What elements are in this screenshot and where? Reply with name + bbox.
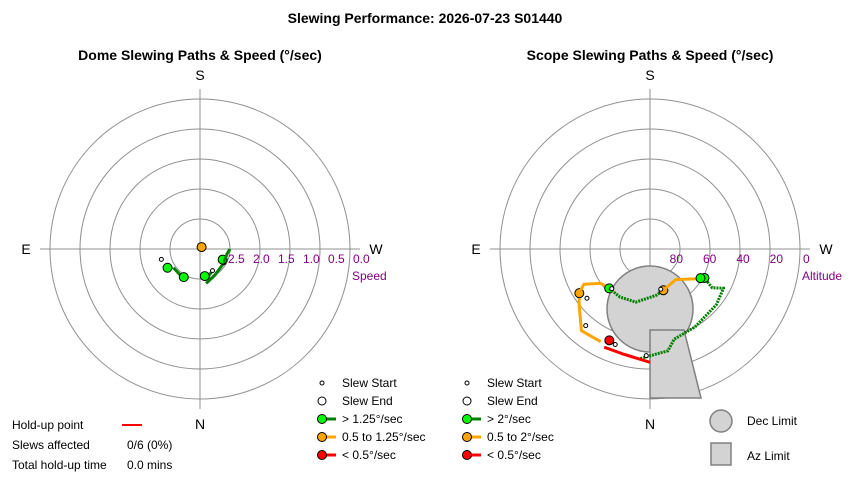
scope-limit-regions <box>606 265 702 399</box>
legend-label-slow: < 0.5°/sec <box>487 448 541 462</box>
total-holdup-value: 0.0 mins <box>127 458 173 472</box>
slew-start-marker <box>658 286 664 292</box>
slew-end-marker <box>199 271 210 282</box>
radial-tick-label: 80 <box>670 252 684 266</box>
az-limit-region <box>649 329 702 399</box>
total-holdup-label: Total hold-up time <box>12 458 107 472</box>
dome-chart-title: Dome Slewing Paths & Speed (°/sec) <box>78 47 322 63</box>
radial-tick-label: 1.0 <box>303 252 320 266</box>
radial-tick-label: 0 <box>803 252 810 266</box>
legend-label-fast: > 1.25°/sec <box>342 412 403 426</box>
main-title: Slewing Performance: 2026-07-23 S01440 <box>287 10 563 26</box>
radial-tick-label: 2.0 <box>253 252 270 266</box>
radial-tick-label: 1.5 <box>278 252 295 266</box>
slew-start-marker <box>584 295 590 301</box>
slew-start-marker <box>583 323 589 329</box>
legend-label-slew-start: Slew Start <box>342 376 397 390</box>
slew-start-marker <box>158 256 164 262</box>
slew-end-marker <box>196 242 207 253</box>
legend-label-medium: 0.5 to 2°/sec <box>487 430 554 444</box>
legend-start-marker <box>319 380 325 386</box>
dome-compass-top: S <box>195 67 204 83</box>
slews-affected-label: Slews affected <box>12 438 90 452</box>
slew-end-marker <box>178 272 189 283</box>
scope-chart: Scope Slewing Paths & Speed (°/sec) S E … <box>471 47 842 432</box>
scope-slew-paths <box>574 272 726 364</box>
slew-path <box>222 248 232 264</box>
legend-end-marker <box>462 396 472 406</box>
legend-fast-marker <box>317 414 327 424</box>
legend-slow-marker <box>462 450 472 460</box>
slew-start-marker <box>210 268 215 274</box>
scope-legend: Slew Start Slew End > 2°/sec 0.5 to 2°/s… <box>462 376 554 462</box>
slew-path <box>640 277 726 361</box>
dome-compass-left: E <box>21 241 30 257</box>
legend-medium-marker <box>462 432 472 442</box>
radial-tick-label: 0.5 <box>328 252 345 266</box>
legend-slow-marker <box>317 450 327 460</box>
dec-limit-legend-label: Dec Limit <box>747 414 798 428</box>
legend-end-marker <box>317 396 327 406</box>
slew-path <box>603 345 651 364</box>
radial-tick-label: 20 <box>770 252 784 266</box>
scope-compass-bottom: N <box>645 416 655 432</box>
holdup-label: Hold-up point <box>12 418 84 432</box>
slew-start-marker <box>612 342 618 348</box>
limit-legend: Dec Limit Az Limit <box>709 409 798 466</box>
legend-label-slew-start: Slew Start <box>487 376 542 390</box>
legend-label-slew-end: Slew End <box>487 394 538 408</box>
legend-start-marker <box>464 380 470 386</box>
az-limit-legend-swatch <box>710 442 732 466</box>
scope-radial-ticks: 80 60 40 20 0 <box>670 252 810 266</box>
dome-slew-paths <box>158 242 232 285</box>
slew-end-marker <box>695 273 706 284</box>
dome-compass-bottom: N <box>195 416 205 432</box>
dome-radial-axis-label: Speed <box>352 269 387 283</box>
slew-start-marker <box>609 286 615 292</box>
slew-start-marker <box>643 353 649 359</box>
radial-tick-label: 2.5 <box>228 252 245 266</box>
legend-medium-marker <box>317 432 327 442</box>
dome-radial-ticks: 2.5 2.0 1.5 1.0 0.5 0.0 <box>228 252 370 266</box>
legend-label-medium: 0.5 to 1.25°/sec <box>342 430 426 444</box>
scope-radial-axis-label: Altitude <box>802 269 842 283</box>
radial-tick-label: 0.0 <box>353 252 370 266</box>
radial-tick-label: 60 <box>703 252 717 266</box>
legend-label-fast: > 2°/sec <box>487 412 531 426</box>
dec-limit-legend-swatch <box>709 409 733 433</box>
legend-fast-marker <box>462 414 472 424</box>
slew-path <box>608 287 665 304</box>
az-limit-legend-label: Az Limit <box>747 449 790 463</box>
slew-end-marker <box>604 335 615 346</box>
slew-path <box>577 293 602 344</box>
radial-tick-label: 40 <box>736 252 750 266</box>
slew-end-marker <box>162 262 173 273</box>
scope-compass-right: W <box>819 241 833 257</box>
dome-compass-right: W <box>369 241 383 257</box>
legend-label-slew-end: Slew End <box>342 394 393 408</box>
slews-affected-value: 0/6 (0%) <box>127 438 173 452</box>
legend-label-slow: < 0.5°/sec <box>342 448 396 462</box>
scope-compass-top: S <box>645 67 654 83</box>
scope-chart-title: Scope Slewing Paths & Speed (°/sec) <box>527 47 774 63</box>
dome-legend: Slew Start Slew End > 1.25°/sec 0.5 to 1… <box>317 376 426 462</box>
dome-chart: Dome Slewing Paths & Speed (°/sec) S E W… <box>21 47 386 432</box>
scope-compass-left: E <box>471 241 480 257</box>
